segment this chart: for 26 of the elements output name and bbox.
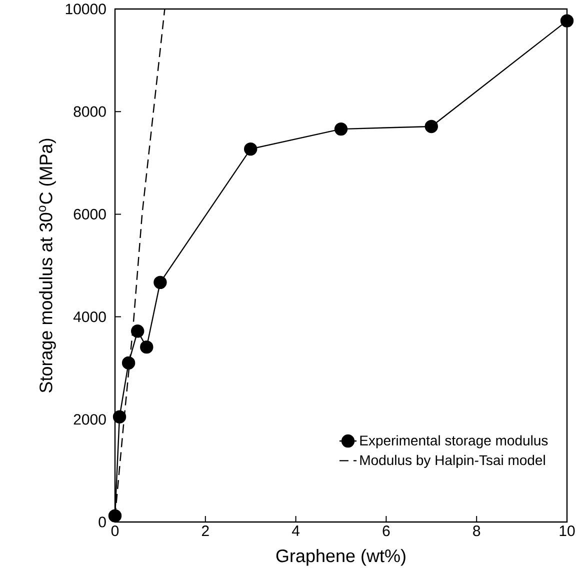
y-tick-label: 6000 [74,208,106,220]
point [108,509,122,522]
y-tick-label: 0 [98,516,106,528]
y-axis-title: Storage modulus at 30$^{o}$C (MPa) [39,138,56,392]
legend-label: Modulus by Halpin-Tsai model [360,454,545,468]
point [424,120,438,134]
x-tick-label: 4 [292,526,300,536]
point [560,14,574,28]
point [334,122,348,136]
y-tick-label: 10000 [66,4,106,14]
y-tick-label: 8000 [74,106,106,117]
point [140,340,154,354]
point [244,142,258,156]
x-tick-label: 2 [202,526,209,536]
point [122,356,136,370]
x-tick-label: 8 [473,526,480,536]
y-tick-label: 4000 [73,311,106,322]
point [154,276,167,290]
x-axis-title: Graphene (wt%) [276,549,406,566]
x-tick-label: 6 [382,526,390,536]
legend-label: Experimental storage modulus [360,435,548,448]
x-tick-label: 0 [111,526,119,536]
point [131,324,144,338]
x-tick-label: 10 [560,526,575,536]
y-tick-label: 2000 [74,414,106,425]
point [112,410,126,424]
